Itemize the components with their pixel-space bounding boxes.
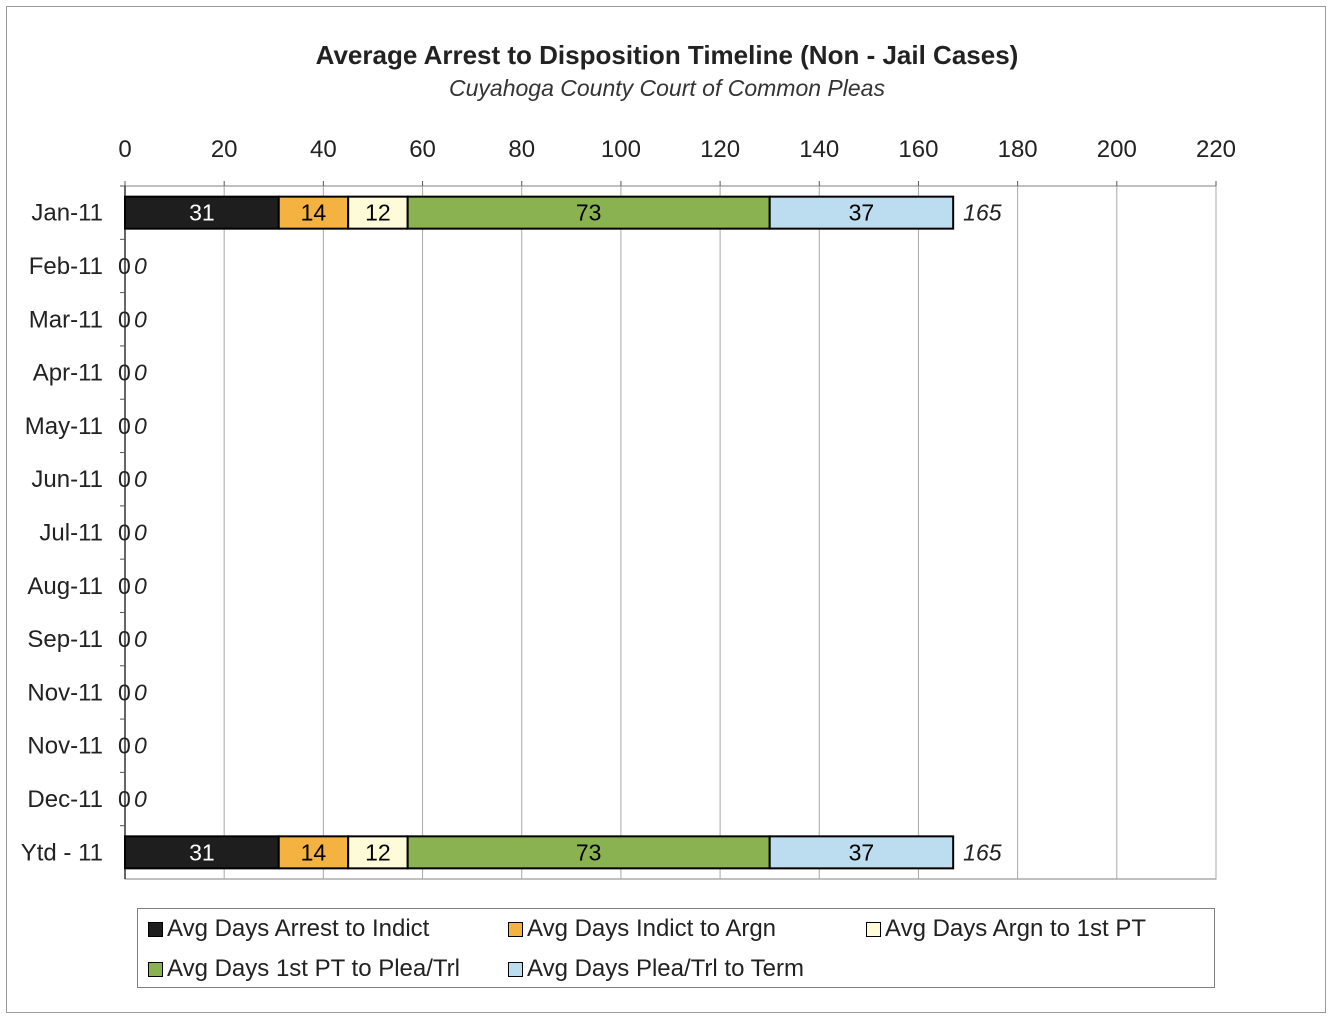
x-tick-label: 120 bbox=[700, 136, 740, 163]
zero-value-label: 0 bbox=[118, 626, 131, 652]
y-tick-label: Dec-11 bbox=[27, 786, 103, 813]
data-label: 31 bbox=[189, 839, 215, 865]
data-label: 31 bbox=[189, 200, 215, 226]
y-tick-label: Jan-11 bbox=[31, 200, 103, 227]
zero-value-label: 0 bbox=[118, 520, 131, 546]
zero-value-label: 0 bbox=[118, 733, 131, 759]
zero-value-label: 0 bbox=[118, 679, 131, 705]
data-label: 14 bbox=[301, 200, 327, 226]
legend-swatch bbox=[148, 961, 163, 977]
chart-subtitle: Cuyahoga County Court of Common Pleas bbox=[449, 75, 885, 101]
x-tick-label: 0 bbox=[118, 136, 131, 163]
x-tick-label: 100 bbox=[601, 136, 641, 163]
total-label: 165 bbox=[963, 839, 1002, 865]
legend-label: Avg Days Arrest to Indict bbox=[167, 915, 430, 942]
total-label: 0 bbox=[134, 679, 147, 705]
bar-segment bbox=[768, 195, 955, 230]
chart-legend: Avg Days Arrest to Indict Avg Days Indict… bbox=[137, 908, 1215, 988]
legend-swatch bbox=[508, 961, 523, 977]
zero-value-label: 0 bbox=[118, 413, 131, 439]
legend-label: Avg Days 1st PT to Plea/Trl bbox=[167, 955, 461, 982]
bar-segment bbox=[277, 835, 350, 870]
x-tick-label: 160 bbox=[898, 136, 938, 163]
bar-segment bbox=[277, 195, 350, 230]
total-label: 0 bbox=[134, 786, 147, 812]
total-label: 0 bbox=[134, 466, 147, 492]
zero-value-label: 0 bbox=[118, 466, 131, 492]
zero-value-label: 0 bbox=[118, 306, 131, 332]
data-label: 73 bbox=[576, 200, 602, 226]
zero-value-label: 0 bbox=[118, 360, 131, 386]
data-label: 37 bbox=[849, 200, 875, 226]
legend-swatch bbox=[866, 921, 881, 937]
data-label: 14 bbox=[301, 839, 327, 865]
x-tick-label: 60 bbox=[409, 136, 436, 163]
bar-segment bbox=[124, 835, 280, 870]
x-tick-label: 200 bbox=[1097, 136, 1137, 163]
chart-frame bbox=[6, 6, 1326, 1013]
data-label: 12 bbox=[365, 839, 391, 865]
x-tick-label: 220 bbox=[1196, 136, 1236, 163]
zero-value-label: 0 bbox=[118, 786, 131, 812]
bar-segment bbox=[406, 835, 771, 870]
bar-segment bbox=[347, 835, 409, 870]
legend-label: Avg Days Indict to Argn bbox=[527, 915, 777, 942]
legend-item: Avg Days Arrest to Indict bbox=[148, 915, 429, 943]
total-label: 0 bbox=[134, 520, 147, 546]
total-label: 0 bbox=[134, 360, 147, 386]
y-tick-label: Sep-11 bbox=[27, 626, 103, 653]
legend-item: Avg Days Indict to Argn bbox=[508, 915, 776, 943]
y-tick-label: Ytd - 11 bbox=[21, 839, 103, 866]
y-tick-label: Apr-11 bbox=[33, 360, 103, 387]
y-tick-label: Jun-11 bbox=[31, 466, 103, 493]
data-label: 73 bbox=[576, 839, 602, 865]
zero-value-label: 0 bbox=[118, 253, 131, 279]
bar-segment bbox=[347, 195, 409, 230]
total-label: 165 bbox=[963, 200, 1002, 226]
y-tick-label: Feb-11 bbox=[29, 253, 103, 280]
y-tick-label: May-11 bbox=[25, 413, 103, 440]
x-tick-label: 80 bbox=[508, 136, 535, 163]
total-label: 0 bbox=[134, 413, 147, 439]
x-tick-label: 40 bbox=[310, 136, 337, 163]
legend-item: Avg Days 1st PT to Plea/Trl bbox=[148, 955, 460, 983]
data-label: 12 bbox=[365, 200, 391, 226]
zero-value-label: 0 bbox=[118, 573, 131, 599]
plot-area bbox=[124, 185, 1217, 880]
legend-swatch bbox=[508, 921, 523, 937]
legend-item: Avg Days Argn to 1st PT bbox=[866, 915, 1146, 943]
x-tick-label: 20 bbox=[211, 136, 238, 163]
bar-segment bbox=[768, 835, 955, 870]
legend-swatch bbox=[148, 921, 163, 937]
total-label: 0 bbox=[134, 626, 147, 652]
chart-title: Average Arrest to Disposition Timeline (… bbox=[315, 40, 1019, 70]
total-label: 0 bbox=[134, 733, 147, 759]
x-tick-label: 180 bbox=[998, 136, 1038, 163]
total-label: 0 bbox=[134, 253, 147, 279]
y-tick-label: Aug-11 bbox=[27, 573, 103, 600]
y-tick-label: Mar-11 bbox=[29, 306, 103, 333]
legend-label: Avg Days Argn to 1st PT bbox=[885, 915, 1147, 942]
bar-segment bbox=[406, 195, 771, 230]
x-tick-label: 140 bbox=[799, 136, 839, 163]
legend-item: Avg Days Plea/Trl to Term bbox=[508, 955, 804, 983]
total-label: 0 bbox=[134, 573, 147, 599]
data-label: 37 bbox=[849, 839, 875, 865]
y-tick-label: Jul-11 bbox=[39, 520, 103, 547]
y-tick-label: Nov-11 bbox=[27, 733, 103, 760]
total-label: 0 bbox=[134, 306, 147, 332]
legend-label: Avg Days Plea/Trl to Term bbox=[527, 955, 804, 982]
bar-segment bbox=[124, 195, 280, 230]
y-tick-label: Nov-11 bbox=[27, 679, 103, 706]
